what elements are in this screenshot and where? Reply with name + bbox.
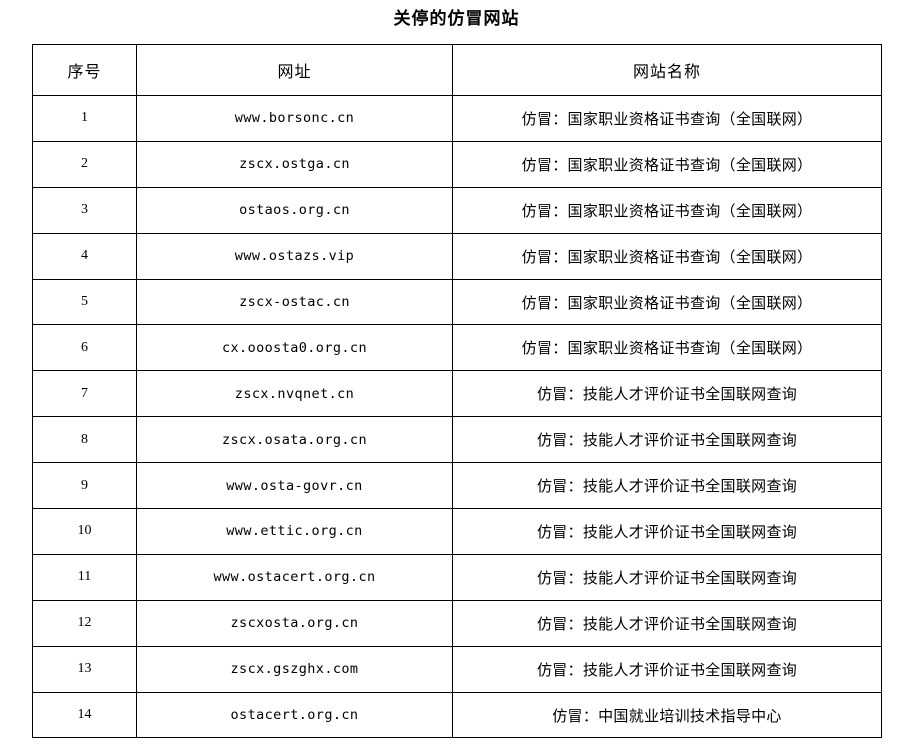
table-row: 10 www.ettic.org.cn 仿冒：技能人才评价证书全国联网查询 <box>32 508 882 555</box>
cell-site-name: 仿冒：技能人才评价证书全国联网查询 <box>452 416 882 464</box>
cell-url: zscx.nvqnet.cn <box>136 370 453 418</box>
cell-url: ostacert.org.cn <box>136 691 453 739</box>
cell-index: 4 <box>32 232 137 280</box>
table-row: 4 www.ostazs.vip 仿冒：国家职业资格证书查询（全国联网） <box>32 232 882 280</box>
cell-index: 8 <box>32 416 137 464</box>
cell-site-name: 仿冒：技能人才评价证书全国联网查询 <box>452 370 882 418</box>
cell-index: 5 <box>32 278 137 326</box>
table-row: 7 zscx.nvqnet.cn 仿冒：技能人才评价证书全国联网查询 <box>32 370 882 418</box>
cell-index: 14 <box>32 691 137 739</box>
cell-site-name: 仿冒：技能人才评价证书全国联网查询 <box>452 508 882 555</box>
cell-url: zscx.ostga.cn <box>136 140 453 188</box>
cell-index: 2 <box>32 140 137 188</box>
cell-index: 13 <box>32 645 137 693</box>
cell-site-name: 仿冒：国家职业资格证书查询（全国联网） <box>452 324 882 372</box>
cell-site-name: 仿冒：技能人才评价证书全国联网查询 <box>452 599 882 647</box>
cell-url: zscx-ostac.cn <box>136 278 453 326</box>
table-row: 8 zscx.osata.org.cn 仿冒：技能人才评价证书全国联网查询 <box>32 416 882 464</box>
cell-index: 9 <box>32 462 137 510</box>
cell-index: 12 <box>32 599 137 647</box>
cell-index: 3 <box>32 186 137 234</box>
table-row: 5 zscx-ostac.cn 仿冒：国家职业资格证书查询（全国联网） <box>32 278 882 326</box>
cell-url: www.ostacert.org.cn <box>136 553 453 601</box>
table-body: 1 www.borsonc.cn 仿冒：国家职业资格证书查询（全国联网） 2 zscx.… <box>32 95 882 739</box>
table-header: 序号 网址 网站名称 <box>32 44 882 96</box>
cell-url: zscx.osata.org.cn <box>136 416 453 464</box>
cell-index: 10 <box>32 508 137 555</box>
cell-site-name: 仿冒：国家职业资格证书查询（全国联网） <box>452 232 882 280</box>
cell-index: 11 <box>32 553 137 601</box>
table-row: 6 cx.ooosta0.org.cn 仿冒：国家职业资格证书查询（全国联网） <box>32 324 882 372</box>
cell-site-name: 仿冒：国家职业资格证书查询（全国联网） <box>452 140 882 188</box>
table-row: 12 zscxosta.org.cn 仿冒：技能人才评价证书全国联网查询 <box>32 599 882 647</box>
table-row: 13 zscx.gszghx.com 仿冒：技能人才评价证书全国联网查询 <box>32 645 882 693</box>
column-header-url: 网址 <box>136 44 453 96</box>
table-row: 2 zscx.ostga.cn 仿冒：国家职业资格证书查询（全国联网） <box>32 140 882 188</box>
cell-url: www.ettic.org.cn <box>136 508 453 555</box>
cell-url: cx.ooosta0.org.cn <box>136 324 453 372</box>
cell-index: 6 <box>32 324 137 372</box>
cell-site-name: 仿冒：中国就业培训技术指导中心 <box>452 691 882 739</box>
column-header-name: 网站名称 <box>452 44 882 96</box>
cell-site-name: 仿冒：技能人才评价证书全国联网查询 <box>452 462 882 510</box>
page-title: 关停的仿冒网站 <box>393 9 520 29</box>
cell-url: zscxosta.org.cn <box>136 599 453 647</box>
fake-sites-table: 序号 网址 网站名称 1 www.borsonc.cn 仿冒：国家职业资格证书查询（… <box>32 44 882 739</box>
cell-url: zscx.gszghx.com <box>136 645 453 693</box>
cell-url: www.ostazs.vip <box>136 232 453 280</box>
cell-index: 7 <box>32 370 137 418</box>
cell-site-name: 仿冒：国家职业资格证书查询（全国联网） <box>452 186 882 234</box>
cell-url: www.osta-govr.cn <box>136 462 453 510</box>
table-row: 1 www.borsonc.cn 仿冒：国家职业资格证书查询（全国联网） <box>32 95 882 142</box>
cell-site-name: 仿冒：国家职业资格证书查询（全国联网） <box>452 95 882 142</box>
cell-index: 1 <box>32 95 137 142</box>
table-container: 序号 网址 网站名称 1 www.borsonc.cn 仿冒：国家职业资格证书查询（… <box>32 28 882 739</box>
cell-site-name: 仿冒：国家职业资格证书查询（全国联网） <box>452 278 882 326</box>
cell-url: ostaos.org.cn <box>136 186 453 234</box>
cell-url: www.borsonc.cn <box>136 95 453 142</box>
column-header-index: 序号 <box>32 44 137 96</box>
table-row: 14 ostacert.org.cn 仿冒：中国就业培训技术指导中心 <box>32 691 882 739</box>
table-row: 9 www.osta-govr.cn 仿冒：技能人才评价证书全国联网查询 <box>32 462 882 510</box>
table-header-row: 序号 网址 网站名称 <box>32 44 882 96</box>
cell-site-name: 仿冒：技能人才评价证书全国联网查询 <box>452 645 882 693</box>
table-row: 3 ostaos.org.cn 仿冒：国家职业资格证书查询（全国联网） <box>32 186 882 234</box>
table-row: 11 www.ostacert.org.cn 仿冒：技能人才评价证书全国联网查询 <box>32 553 882 601</box>
cell-site-name: 仿冒：技能人才评价证书全国联网查询 <box>452 553 882 601</box>
